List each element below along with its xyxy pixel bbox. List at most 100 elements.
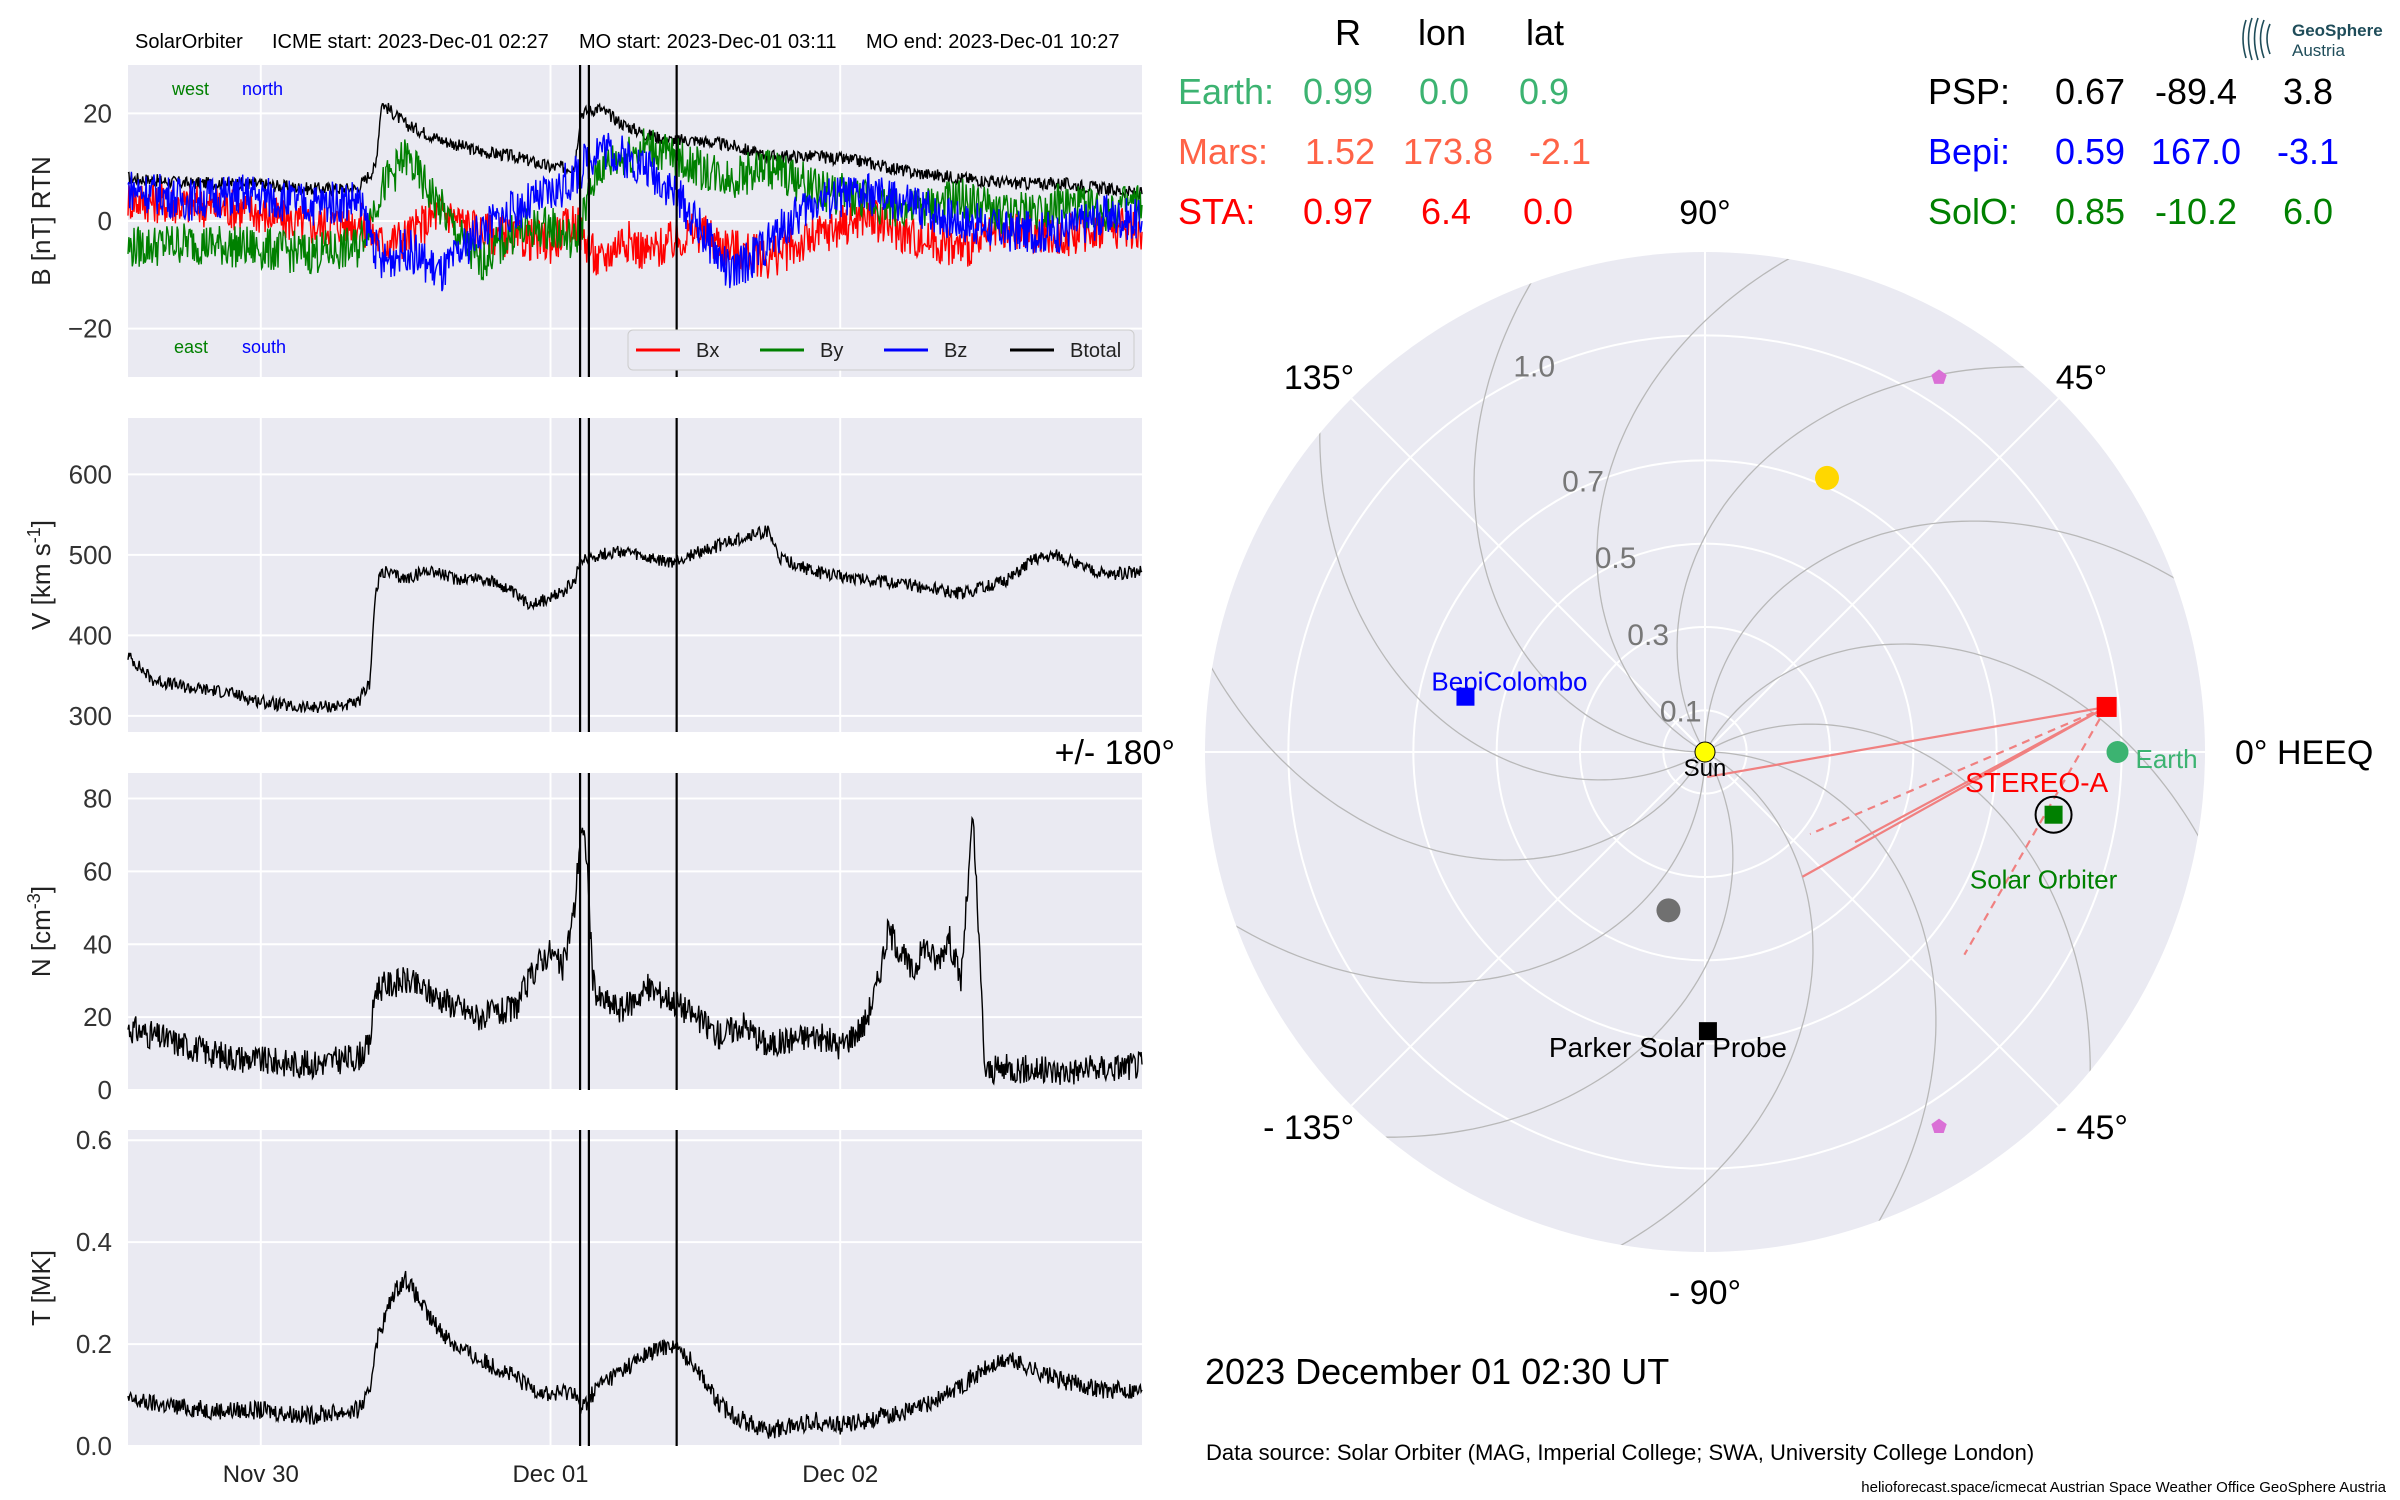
marker-bepicolombo: [1456, 687, 1475, 706]
row-psp-lon: -89.4: [2155, 71, 2237, 112]
y-axis-label: V [km s-1]: [24, 520, 56, 630]
y-tick-label: 0.2: [76, 1329, 112, 1359]
marker-planet: [1656, 898, 1681, 923]
row-mars-r: 1.52: [1305, 131, 1375, 172]
marker-stereo-a: [2096, 696, 2117, 717]
y-tick-label: −20: [68, 314, 112, 344]
row-bepi-r: 0.59: [2055, 131, 2125, 172]
corner-label-north: north: [242, 79, 283, 99]
series-Bz: [127, 132, 1143, 292]
body-label-earth: Earth: [2136, 744, 2198, 774]
panel-background: [128, 418, 1142, 732]
mo-start-label: MO start: 2023-Dec-01 03:11: [579, 31, 837, 53]
corner-label-west: west: [171, 79, 209, 99]
stereo-a-fov-line: [1854, 705, 2108, 844]
table-header-r: R: [1335, 12, 1361, 53]
footer-credits: helioforecast.space/icmecat Austrian Spa…: [1861, 1479, 2386, 1496]
angle-label: - 90°: [1669, 1274, 1741, 1312]
stereo-a-fov-line: [1706, 705, 2107, 778]
spacecraft-label: SolarOrbiter: [135, 31, 243, 53]
marker-planet: [1815, 465, 1840, 490]
marker-planet: [1931, 1118, 1947, 1133]
spiral-line: [1207, 751, 1706, 984]
y-tick-label: 400: [69, 620, 112, 650]
marker-parker-solar-probe: [1698, 1022, 1717, 1041]
spiral-line: [1596, 252, 1818, 753]
row-mars-lon: 173.8: [1403, 131, 1493, 172]
marker-solar-orbiter: [2044, 805, 2063, 824]
y-axis-label: B [nT] RTN: [26, 156, 56, 286]
angular-grid-line: [1704, 751, 2060, 1107]
data-source: Data source: Solar Orbiter (MAG, Imperia…: [1206, 1440, 2034, 1465]
radial-tick-label: 0.5: [1595, 542, 1637, 575]
row-bepi-lon: 167.0: [2151, 131, 2241, 172]
y-tick-label: 20: [83, 98, 112, 128]
marker-sun: [1694, 741, 1716, 763]
y-tick-label: 0.4: [76, 1227, 112, 1257]
geosphere-logo: GeoSphere Austria: [2242, 17, 2383, 61]
legend-label-Bx: Bx: [696, 340, 719, 362]
panel-magnetic_field: −20 0 20 B [nT] RTN west north east south Bx By Bz…: [26, 65, 1143, 377]
panel-temperature: 0.0 0.2 0.4 0.6 T [MK]: [26, 1125, 1143, 1461]
legend-box: [627, 329, 1135, 371]
y-axis-label-suffix: ]: [26, 886, 56, 893]
y-axis-label-superscript: -3: [24, 893, 44, 909]
row-bepi-name: Bepi:: [1928, 131, 2010, 172]
panel-background: [128, 1130, 1142, 1446]
table-header-lat: lat: [1526, 12, 1564, 53]
row-mars-lat: -2.1: [1529, 131, 1591, 172]
angle-label: +/- 180°: [1055, 734, 1175, 772]
row-solo-r: 0.85: [2055, 191, 2125, 232]
row-bepi-lat: -3.1: [2277, 131, 2339, 172]
angle-label: 135°: [1284, 359, 1354, 397]
angle-label: 45°: [2056, 359, 2107, 397]
spiral-line: [1473, 254, 1706, 753]
time-series-panels: −20 0 20 B [nT] RTN west north east south Bx By Bz…: [24, 65, 1143, 1461]
y-tick-label: 60: [83, 856, 112, 886]
body-label-sun: Sun: [1684, 755, 1727, 782]
y-tick-label: 0: [98, 1075, 112, 1105]
angular-grid-line: [1350, 397, 1706, 753]
row-earth-r: 0.99: [1303, 71, 1373, 112]
stereo-a-fov-line: [1809, 705, 2108, 836]
row-sta-name: STA:: [1178, 191, 1255, 232]
spiral-line: [1704, 723, 2091, 1104]
y-tick-label: 0.6: [76, 1125, 112, 1155]
y-axis-label-suffix: ]: [26, 520, 56, 527]
angle-label: 90°: [1679, 194, 1730, 232]
row-solo-name: SolO:: [1928, 191, 2018, 232]
time-axis: Nov 30 Dec 01 Dec 02: [223, 1461, 878, 1488]
row-earth-lat: 0.9: [1519, 71, 1569, 112]
y-tick-label: 80: [83, 784, 112, 814]
y-tick-label: 500: [69, 540, 112, 570]
row-psp-name: PSP:: [1928, 71, 2010, 112]
angular-grid-line: [1704, 397, 2060, 753]
y-tick-label: 20: [83, 1002, 112, 1032]
y-tick-label: 0.0: [76, 1431, 112, 1461]
spiral-line: [1205, 639, 1706, 861]
angle-label: 0° HEEQ: [2235, 734, 2373, 772]
y-axis-label: T [MK]: [26, 1250, 56, 1326]
legend: Bx By Bz Btotal: [627, 329, 1135, 371]
row-earth-name: Earth:: [1178, 71, 1274, 112]
angle-label: - 45°: [2056, 1109, 2128, 1147]
legend-label-By: By: [820, 340, 843, 362]
spiral-line: [1676, 366, 2057, 753]
table-header-lon: lon: [1418, 12, 1466, 53]
row-psp-lat: 3.8: [2283, 71, 2333, 112]
series-N: [127, 815, 1143, 1086]
radial-tick-label: 0.3: [1627, 619, 1669, 652]
logo-mark-icon: [2242, 17, 2271, 61]
row-sta-lat: 0.0: [1523, 191, 1573, 232]
row-solo-lon: -10.2: [2155, 191, 2237, 232]
polar-position-plot: 0.1 0.3 0.5 0.7 1.0 0° HEEQ 45° 90° 135° +/- 180°…: [1055, 194, 2374, 1312]
spiral-line: [1353, 751, 1734, 1138]
legend-label-Bz: Bz: [944, 340, 967, 362]
body-label-bepicolombo: BepiColombo: [1431, 667, 1587, 697]
spiral-line: [1319, 400, 1706, 781]
body-label-stereo-a: STEREO-A: [1965, 767, 2108, 798]
body-label-parker-solar-probe: Parker Solar Probe: [1549, 1032, 1787, 1063]
logo-line2: Austria: [2292, 41, 2345, 60]
angle-label: - 135°: [1263, 1109, 1354, 1147]
